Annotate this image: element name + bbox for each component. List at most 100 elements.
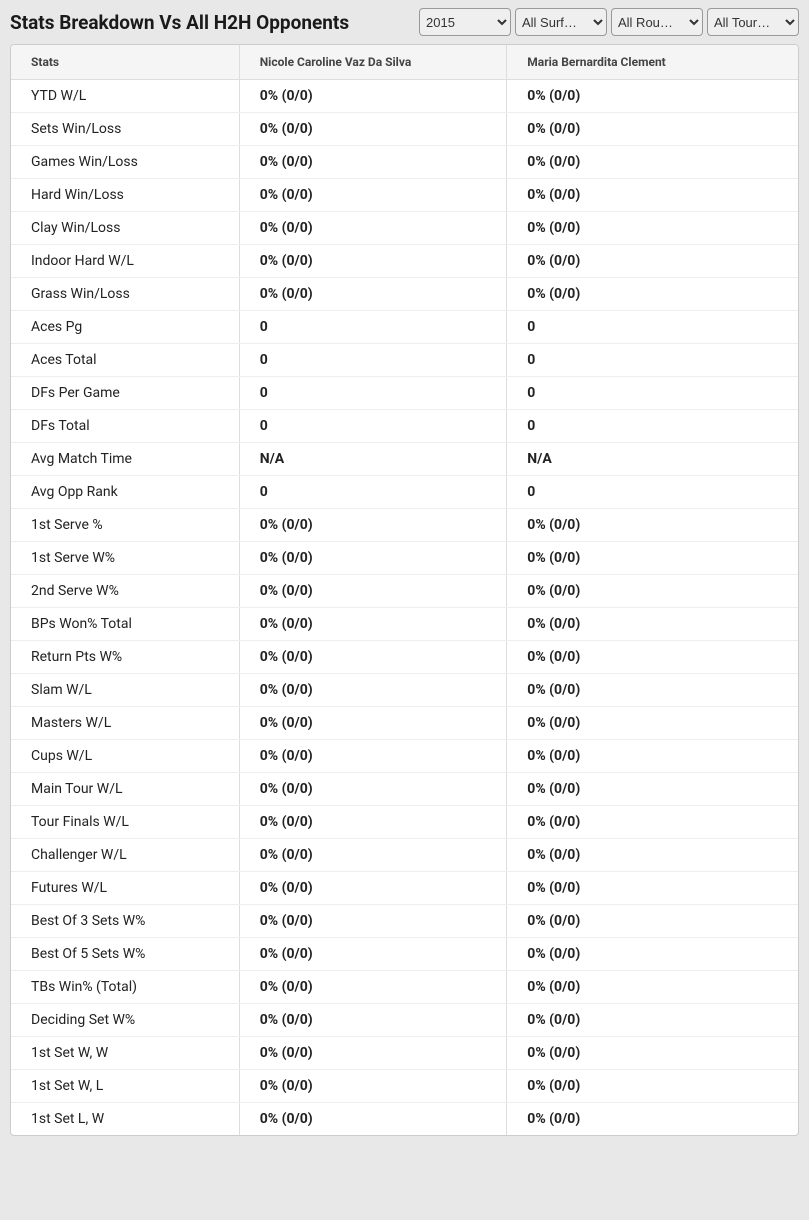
header-player1: Nicole Caroline Vaz Da Silva	[239, 45, 507, 80]
stat-value-p1: 0% (0/0)	[239, 212, 507, 245]
stat-label: DFs Per Game	[11, 377, 239, 410]
stat-value-p2: 0% (0/0)	[507, 146, 798, 179]
stat-label: Games Win/Loss	[11, 146, 239, 179]
stat-value-p1: 0% (0/0)	[239, 575, 507, 608]
stat-value-p1: 0% (0/0)	[239, 707, 507, 740]
stat-value-p1: 0	[239, 410, 507, 443]
stat-value-p2: N/A	[507, 443, 798, 476]
stat-value-p2: 0% (0/0)	[507, 872, 798, 905]
stat-value-p2: 0% (0/0)	[507, 905, 798, 938]
stat-value-p2: 0	[507, 377, 798, 410]
table-row: Slam W/L0% (0/0)0% (0/0)	[11, 674, 798, 707]
stat-value-p1: 0	[239, 476, 507, 509]
stat-value-p2: 0% (0/0)	[507, 179, 798, 212]
stat-value-p2: 0% (0/0)	[507, 278, 798, 311]
stat-value-p1: 0% (0/0)	[239, 674, 507, 707]
stat-value-p1: 0% (0/0)	[239, 278, 507, 311]
stat-label: YTD W/L	[11, 80, 239, 113]
stat-label: Avg Opp Rank	[11, 476, 239, 509]
table-header-row: Stats Nicole Caroline Vaz Da Silva Maria…	[11, 45, 798, 80]
stat-label: Aces Pg	[11, 311, 239, 344]
stat-value-p2: 0% (0/0)	[507, 80, 798, 113]
stat-value-p2: 0% (0/0)	[507, 1103, 798, 1136]
stat-label: 1st Serve %	[11, 509, 239, 542]
stat-label: TBs Win% (Total)	[11, 971, 239, 1004]
header-bar: Stats Breakdown Vs All H2H Opponents 201…	[0, 0, 809, 44]
stat-value-p1: 0% (0/0)	[239, 806, 507, 839]
table-row: Games Win/Loss0% (0/0)0% (0/0)	[11, 146, 798, 179]
table-row: Grass Win/Loss0% (0/0)0% (0/0)	[11, 278, 798, 311]
stat-value-p1: 0% (0/0)	[239, 773, 507, 806]
surface-filter[interactable]: All Surf…	[515, 8, 607, 36]
stat-value-p1: 0% (0/0)	[239, 839, 507, 872]
stat-value-p2: 0	[507, 476, 798, 509]
tour-filter[interactable]: All Tour…	[707, 8, 799, 36]
table-row: BPs Won% Total0% (0/0)0% (0/0)	[11, 608, 798, 641]
stat-value-p1: N/A	[239, 443, 507, 476]
table-row: 1st Set L, W0% (0/0)0% (0/0)	[11, 1103, 798, 1136]
stat-label: Deciding Set W%	[11, 1004, 239, 1037]
stat-label: Futures W/L	[11, 872, 239, 905]
stat-value-p2: 0	[507, 410, 798, 443]
stat-value-p1: 0% (0/0)	[239, 1004, 507, 1037]
stat-label: Avg Match Time	[11, 443, 239, 476]
stat-label: Best Of 3 Sets W%	[11, 905, 239, 938]
stat-value-p2: 0% (0/0)	[507, 806, 798, 839]
stats-table-container: Stats Nicole Caroline Vaz Da Silva Maria…	[10, 44, 799, 1136]
stat-value-p2: 0% (0/0)	[507, 707, 798, 740]
table-row: Indoor Hard W/L0% (0/0)0% (0/0)	[11, 245, 798, 278]
stat-value-p2: 0% (0/0)	[507, 674, 798, 707]
stat-value-p2: 0% (0/0)	[507, 740, 798, 773]
stat-value-p1: 0% (0/0)	[239, 146, 507, 179]
table-row: Tour Finals W/L0% (0/0)0% (0/0)	[11, 806, 798, 839]
stat-value-p1: 0% (0/0)	[239, 179, 507, 212]
table-row: Challenger W/L0% (0/0)0% (0/0)	[11, 839, 798, 872]
stat-label: BPs Won% Total	[11, 608, 239, 641]
stat-value-p2: 0% (0/0)	[507, 1004, 798, 1037]
stat-value-p2: 0% (0/0)	[507, 113, 798, 146]
round-filter[interactable]: All Rou…	[611, 8, 703, 36]
table-row: Best Of 5 Sets W%0% (0/0)0% (0/0)	[11, 938, 798, 971]
stat-label: 2nd Serve W%	[11, 575, 239, 608]
stat-label: Main Tour W/L	[11, 773, 239, 806]
stat-value-p2: 0% (0/0)	[507, 212, 798, 245]
stat-value-p1: 0% (0/0)	[239, 608, 507, 641]
stat-value-p1: 0% (0/0)	[239, 509, 507, 542]
table-row: Avg Match TimeN/AN/A	[11, 443, 798, 476]
stat-value-p1: 0% (0/0)	[239, 245, 507, 278]
stat-value-p1: 0% (0/0)	[239, 1037, 507, 1070]
table-row: Deciding Set W%0% (0/0)0% (0/0)	[11, 1004, 798, 1037]
stat-label: Challenger W/L	[11, 839, 239, 872]
stat-label: Cups W/L	[11, 740, 239, 773]
stat-value-p2: 0% (0/0)	[507, 1070, 798, 1103]
stat-value-p2: 0% (0/0)	[507, 542, 798, 575]
stat-value-p2: 0% (0/0)	[507, 245, 798, 278]
header-stats: Stats	[11, 45, 239, 80]
stat-value-p1: 0% (0/0)	[239, 740, 507, 773]
stat-value-p1: 0% (0/0)	[239, 641, 507, 674]
stat-value-p2: 0% (0/0)	[507, 1037, 798, 1070]
stat-value-p1: 0% (0/0)	[239, 1103, 507, 1136]
year-filter[interactable]: 2015	[419, 8, 511, 36]
filters-container: 2015 All Surf… All Rou… All Tour…	[419, 8, 799, 36]
table-row: Hard Win/Loss0% (0/0)0% (0/0)	[11, 179, 798, 212]
table-row: DFs Total00	[11, 410, 798, 443]
stat-value-p1: 0% (0/0)	[239, 1070, 507, 1103]
stat-label: Clay Win/Loss	[11, 212, 239, 245]
header-player2: Maria Bernardita Clement	[507, 45, 798, 80]
stat-label: 1st Set W, L	[11, 1070, 239, 1103]
table-row: Futures W/L0% (0/0)0% (0/0)	[11, 872, 798, 905]
page-title: Stats Breakdown Vs All H2H Opponents	[10, 11, 349, 34]
stat-label: Sets Win/Loss	[11, 113, 239, 146]
stat-value-p1: 0% (0/0)	[239, 113, 507, 146]
table-row: Masters W/L0% (0/0)0% (0/0)	[11, 707, 798, 740]
stat-label: Best Of 5 Sets W%	[11, 938, 239, 971]
table-row: Sets Win/Loss0% (0/0)0% (0/0)	[11, 113, 798, 146]
stat-value-p2: 0% (0/0)	[507, 971, 798, 1004]
table-row: DFs Per Game00	[11, 377, 798, 410]
table-row: 1st Set W, W0% (0/0)0% (0/0)	[11, 1037, 798, 1070]
stat-label: 1st Set W, W	[11, 1037, 239, 1070]
stat-value-p2: 0% (0/0)	[507, 773, 798, 806]
stat-value-p2: 0% (0/0)	[507, 839, 798, 872]
stat-value-p1: 0	[239, 377, 507, 410]
